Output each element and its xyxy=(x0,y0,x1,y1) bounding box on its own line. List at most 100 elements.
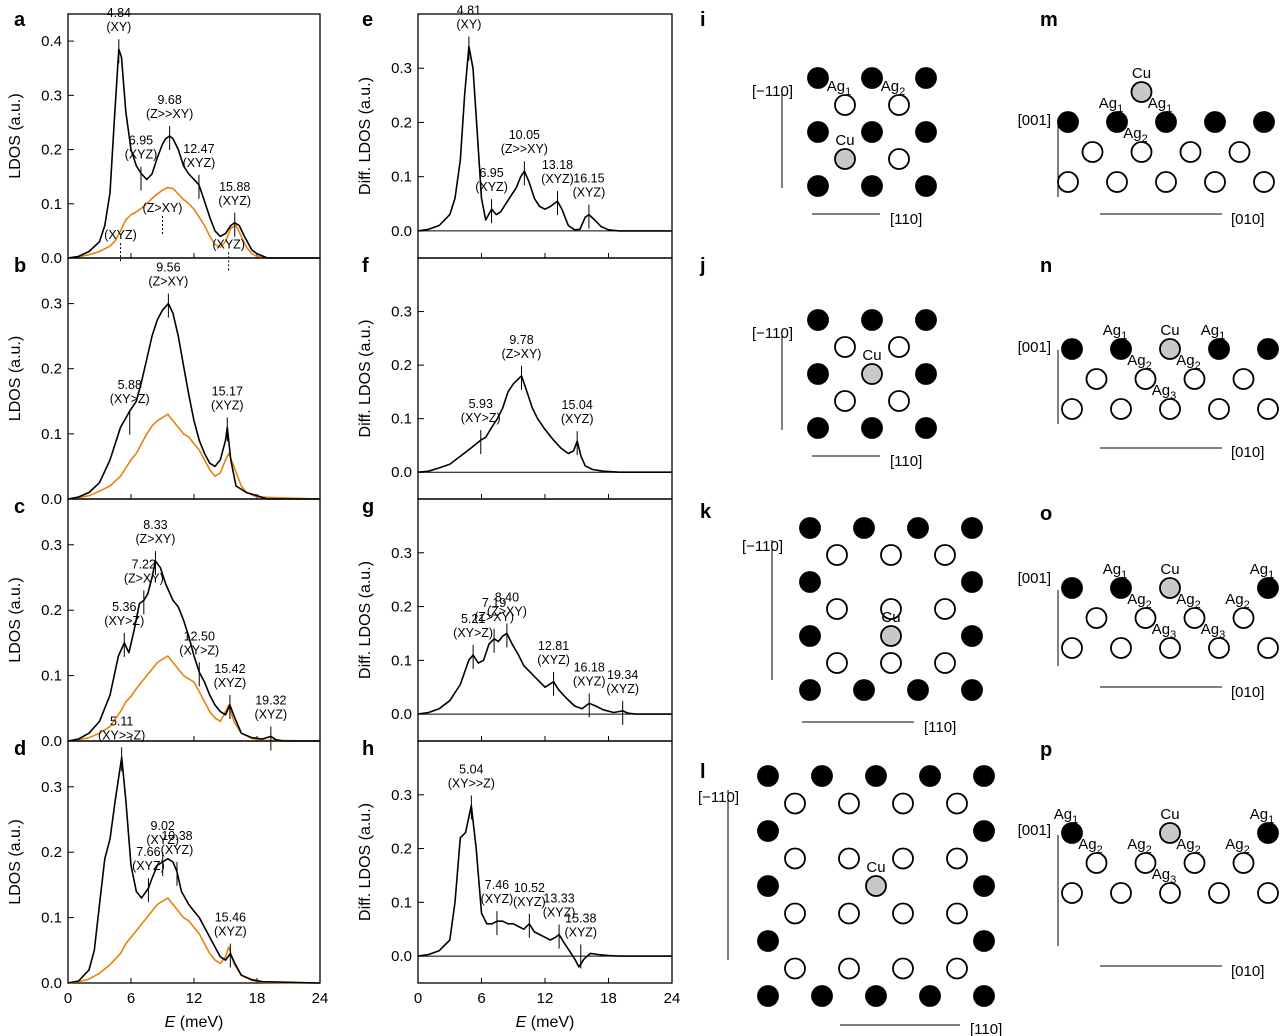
peak-label: 5.11 xyxy=(110,714,133,728)
ag-atom-top-layer xyxy=(961,571,983,593)
ag-atom-top-layer xyxy=(1110,577,1132,599)
y-tick-label: 0.2 xyxy=(41,361,62,378)
peak-label: (XY>Z) xyxy=(110,392,150,406)
x-tick-label: 0 xyxy=(414,990,422,1007)
ag-atom-lower-layer xyxy=(1257,637,1279,659)
ag-atom-lower-layer xyxy=(888,390,910,412)
structure-l: l Cu [−110] [110] xyxy=(698,761,1002,1036)
cu-atom xyxy=(1130,81,1153,103)
y-tick-label: 0.2 xyxy=(391,357,412,374)
panel-e: e 0.0 0.1 0.2 0.3 Diff. LDOS (a.u.) 4.81(XY) 6.… xyxy=(357,4,673,259)
ag-atom-lower-layer xyxy=(834,94,856,116)
peak-label: 19.34 xyxy=(607,668,638,682)
ag-atom-lower-layer xyxy=(1110,398,1132,420)
peak-label: (XYZ) xyxy=(606,682,639,696)
structure-j: j Cu [−110] [110] xyxy=(699,255,937,470)
ag-atom-lower-layer xyxy=(1208,398,1230,420)
y-axis-label: LDOS (a.u.) xyxy=(7,93,24,178)
y-tick-label: 0.1 xyxy=(391,411,412,428)
panel-letter: g xyxy=(362,496,374,518)
cu-atom xyxy=(861,363,883,385)
ag-atom-top-layer xyxy=(973,765,995,787)
ag-atom-lower-layer xyxy=(826,652,848,674)
peak-label: 19.32 xyxy=(255,693,286,707)
peak-label: (XYZ) xyxy=(255,707,288,721)
atom-label: Ag1 xyxy=(1201,322,1225,342)
panel-frame xyxy=(67,257,321,500)
ag-atom-top-layer xyxy=(1257,822,1279,844)
ag-atom-top-layer xyxy=(799,571,821,593)
peak-label: 5.21 xyxy=(461,612,485,626)
y-tick-label: 0.0 xyxy=(41,733,62,750)
horizontal-axis-label: [110] xyxy=(924,719,956,736)
ag-atom-lower-layer xyxy=(888,94,910,116)
y-tick-label: 0.2 xyxy=(391,599,412,616)
ag-atom-lower-layer xyxy=(1159,398,1181,420)
ag-atom-top-layer xyxy=(799,517,821,539)
peak-label: 9.68 xyxy=(157,93,181,107)
panel-letter: l xyxy=(700,761,706,783)
y-axis-label: LDOS (a.u.) xyxy=(7,336,24,421)
atom-label: Ag3 xyxy=(1152,621,1176,641)
y-axis-label: Diff. LDOS (a.u.) xyxy=(357,803,374,921)
peak-label: (XY) xyxy=(106,20,131,34)
ag-atom-top-layer xyxy=(961,679,983,701)
atom-label: Cu xyxy=(881,609,900,626)
ag-atom-lower-layer xyxy=(946,847,968,870)
peak-label: (Z>XY) xyxy=(502,347,542,361)
ag-atom-top-layer xyxy=(915,121,937,143)
panel-frame xyxy=(417,498,673,742)
atom-label: Ag1 xyxy=(1250,561,1274,581)
x-tick-label: 24 xyxy=(664,990,681,1007)
ag-atom-lower-layer xyxy=(1110,882,1132,904)
ag-atom-lower-layer xyxy=(934,544,956,566)
peak-label: (XYZ) xyxy=(212,237,245,251)
cu-atom xyxy=(1159,822,1181,844)
y-tick-label: 0.3 xyxy=(391,60,412,77)
ag-atom-lower-layer xyxy=(838,957,860,980)
ldos-total-line xyxy=(417,375,672,473)
y-tick-label: 0.3 xyxy=(41,537,62,554)
ag-atom-lower-layer xyxy=(888,148,910,170)
ag-atom-top-layer xyxy=(757,985,779,1007)
ag-atom-lower-layer xyxy=(1183,852,1206,874)
atom-label: Cu xyxy=(862,347,881,364)
atom-label: Ag2 xyxy=(1127,591,1151,611)
cu-atom xyxy=(834,148,856,170)
horizontal-axis-label: [110] xyxy=(970,1021,1002,1036)
peak-label: (XYZ) xyxy=(561,412,594,426)
cu-atom xyxy=(880,625,902,647)
y-tick-label: 0.0 xyxy=(41,250,62,267)
ag-atom-top-layer xyxy=(1057,111,1079,133)
peak-label: (XYZ) xyxy=(481,892,514,906)
ag-atom-lower-layer xyxy=(784,847,806,870)
ag-atom-top-layer xyxy=(853,517,875,539)
ldos-total-line xyxy=(67,756,321,984)
peak-label: 9.78 xyxy=(509,333,533,347)
peak-label: 5.93 xyxy=(469,397,493,411)
horizontal-axis-label: [110] xyxy=(890,211,922,228)
ag-atom-top-layer xyxy=(861,121,883,143)
ag-atom-top-layer xyxy=(915,417,937,439)
panel-letter: f xyxy=(362,255,369,277)
peak-label: 5.88 xyxy=(118,378,142,392)
peak-label: (XYZ) xyxy=(573,674,606,688)
y-axis-label: Diff. LDOS (a.u.) xyxy=(357,561,374,679)
panel-d: d 0.0 0.1 0.2 0.3 0 6 12 18 24 E (meV) LDOS (a.u.) 5… xyxy=(7,714,328,1031)
panel-letter: h xyxy=(362,738,374,760)
peak-label: 10.38 xyxy=(161,829,192,843)
atom-label: Ag2 xyxy=(1127,836,1151,856)
ag-atom-lower-layer xyxy=(1061,882,1083,904)
ag-atom-top-layer xyxy=(1208,338,1230,360)
atom-label: Ag3 xyxy=(1152,866,1176,886)
peak-label: (XYZ) xyxy=(146,833,179,847)
ag-atom-lower-layer xyxy=(838,792,860,815)
panel-frame xyxy=(417,13,673,259)
atom-label: Cu xyxy=(866,859,885,876)
peak-label: 8.33 xyxy=(143,518,167,532)
x-axis-label: E (meV) xyxy=(516,1014,575,1031)
ag-atom-top-layer xyxy=(757,820,779,842)
atom-label: Cu xyxy=(835,132,854,149)
panel-letter: a xyxy=(14,9,26,31)
